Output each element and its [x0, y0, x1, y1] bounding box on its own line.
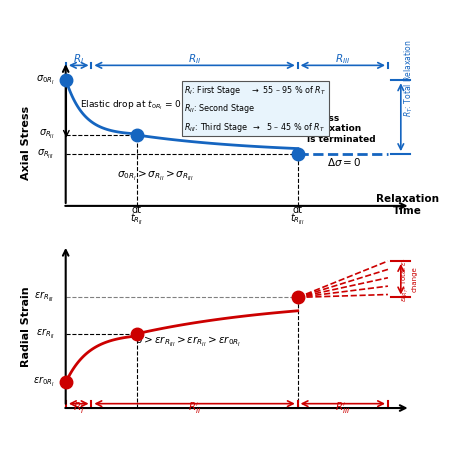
Text: $\varepsilon r_{0R_I}$: $\varepsilon r_{0R_I}$ [33, 375, 55, 389]
Text: $t_{R_{II}}$: $t_{R_{II}}$ [130, 212, 143, 227]
Text: $t_{R_{III}}$: $t_{R_{III}}$ [291, 212, 305, 227]
Text: $R_{II}$: $R_{II}$ [188, 53, 201, 66]
Text: Radial Strain: Radial Strain [21, 286, 31, 367]
Text: $\Delta\sigma = 0$: $\Delta\sigma = 0$ [327, 156, 361, 168]
Text: $R_{III}'$: $R_{III}'$ [335, 400, 351, 416]
Text: $\sigma_{0R_I}$: $\sigma_{0R_I}$ [36, 74, 55, 87]
Text: dt: dt [132, 205, 142, 215]
Text: $\varepsilon r_{R_{II}}$: $\varepsilon r_{R_{II}}$ [36, 327, 55, 341]
Text: Elastic drop at $t_{0R_I}$ = 0: Elastic drop at $t_{0R_I}$ = 0 [80, 98, 182, 112]
Text: Relaxation
Time: Relaxation Time [376, 194, 439, 216]
Text: $R_T$: Total Relaxation: $R_T$: Total Relaxation [402, 40, 415, 117]
Text: $R_{II}'$: $R_{II}'$ [188, 400, 201, 416]
Text: $\sigma_{R_{II}}$: $\sigma_{R_{II}}$ [39, 128, 55, 141]
Text: $\varepsilon r_{R_T}$: Total $\varepsilon_r$
change: $\varepsilon r_{R_T}$: Total $\varepsilo… [400, 257, 418, 302]
Text: $\varepsilon r_{R_{III}}$: $\varepsilon r_{R_{III}}$ [34, 290, 55, 305]
Text: Axial Stress: Axial Stress [21, 106, 31, 180]
Text: $R_I'$: $R_I'$ [73, 400, 84, 416]
Text: $0 > \varepsilon r_{R_{III}} > \varepsilon r_{R_{II}} > \varepsilon r_{0R_I}$: $0 > \varepsilon r_{R_{III}} > \varepsil… [135, 333, 241, 349]
Text: $R_I$: $R_I$ [73, 53, 84, 66]
Text: $R_I$: First Stage    $\rightarrow$ 55 – 95 % of $R_T$
$R_{II}$: Second Stage
$R: $R_I$: First Stage $\rightarrow$ 55 – 95… [184, 84, 326, 133]
Text: dt: dt [293, 205, 303, 215]
Text: $\sigma_{R_{III}}$: $\sigma_{R_{III}}$ [37, 147, 55, 160]
Text: $R_{III}$: $R_{III}$ [335, 53, 351, 66]
Text: $\sigma_{0R_I}>\sigma_{R_{II}}>\sigma_{R_{III}}$: $\sigma_{0R_I}>\sigma_{R_{II}}>\sigma_{R… [118, 169, 194, 183]
Text: Stress
Relaxation
is terminated: Stress Relaxation is terminated [307, 114, 376, 144]
